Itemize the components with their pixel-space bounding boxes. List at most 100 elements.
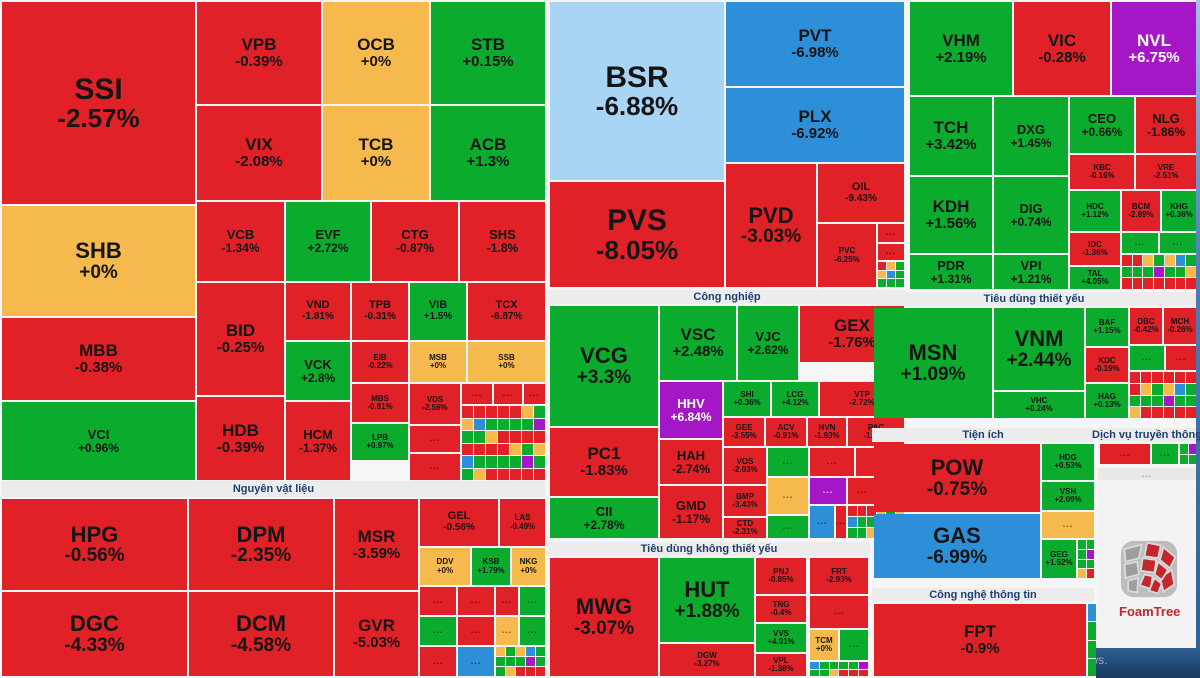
cell-PLX[interactable]: PLX -6.92% — [726, 88, 904, 162]
sector-label-information-technology[interactable]: Công nghệ thông tin — [872, 588, 1094, 602]
cell-KHG[interactable]: KHG +0.36% — [1162, 191, 1196, 231]
cell-more[interactable]: ... — [420, 647, 456, 676]
cell-MBS[interactable]: MBS -0.81% — [352, 384, 408, 422]
cell-VIB[interactable]: VIB +1.5% — [410, 283, 466, 340]
cell-TPB[interactable]: TPB -0.31% — [352, 283, 408, 340]
cell-PVC[interactable]: PVC -6.25% — [818, 224, 876, 287]
cell-more[interactable]: ... — [878, 224, 904, 242]
cell-HAG[interactable]: HAG +0.13% — [1086, 384, 1128, 418]
cell-more[interactable]: ... — [810, 596, 868, 628]
cell-more[interactable]: ... — [848, 478, 876, 504]
cell-EVF[interactable]: EVF +2.72% — [286, 202, 370, 281]
cell-DBC[interactable]: DBC -0.42% — [1130, 308, 1162, 344]
cell-GEL[interactable]: GEL -0.56% — [420, 499, 498, 546]
sector-label-utilities[interactable]: Tiện ích — [872, 428, 1094, 442]
cell-SHI[interactable]: SHI +0.36% — [724, 382, 770, 416]
cell-VPL[interactable]: VPL -1.38% — [756, 654, 806, 676]
cell-HVN[interactable]: HVN -1.93% — [808, 418, 846, 446]
cell-MSR[interactable]: MSR -3.59% — [335, 499, 418, 590]
cell-DXG[interactable]: DXG +1.45% — [994, 97, 1068, 175]
cell-more[interactable]: ... — [768, 516, 808, 538]
cell-VIC[interactable]: VIC -0.28% — [1014, 2, 1110, 95]
cell-OIL[interactable]: OIL -9.43% — [818, 164, 904, 222]
cell-VOS[interactable]: VOS -2.03% — [724, 448, 766, 484]
cell-BSR[interactable]: BSR -6.88% — [550, 2, 724, 180]
cell-MCH[interactable]: MCH -0.26% — [1164, 308, 1196, 344]
cell-GAS[interactable]: GAS -6.99% — [874, 514, 1040, 578]
cell-TNG[interactable]: TNG -0.4% — [756, 596, 806, 622]
cell-HHV[interactable]: HHV +6.84% — [660, 382, 722, 438]
cell-more[interactable]: ... — [458, 617, 494, 645]
cell-more[interactable]: ... — [1166, 346, 1196, 370]
cell-VNM[interactable]: VNM +2.44% — [994, 308, 1084, 390]
cell-TCX[interactable]: TCX -6.87% — [468, 283, 545, 340]
mosaic-cells-consumer-discretionary[interactable] — [810, 662, 868, 676]
cell-VSH[interactable]: VSH +2.09% — [1042, 482, 1094, 510]
foamtree-logo[interactable]: FoamTree — [1119, 540, 1180, 619]
cell-BMP[interactable]: BMP -3.43% — [724, 486, 766, 516]
cell-FPT[interactable]: FPT -0.9% — [874, 604, 1086, 676]
cell-KDH[interactable]: KDH +1.56% — [910, 177, 992, 253]
cell-KDC[interactable]: KDC -0.19% — [1086, 348, 1128, 382]
cell-HAH[interactable]: HAH -2.74% — [660, 440, 722, 484]
cell-VCI[interactable]: VCI +0.96% — [2, 402, 195, 480]
cell-PVT[interactable]: PVT -6.98% — [726, 2, 904, 86]
cell-more[interactable]: ... — [524, 384, 545, 404]
cell-more[interactable]: ... — [1130, 346, 1164, 370]
cell-HDC[interactable]: HDC +1.12% — [1070, 191, 1120, 231]
cell-NVL[interactable]: NVL +6.75% — [1112, 2, 1196, 95]
mosaic-cells-consumer-staples[interactable] — [1130, 372, 1196, 418]
cell-EIB[interactable]: EIB -0.22% — [352, 342, 408, 382]
sector-label-consumer-discretionary[interactable]: Tiêu dùng không thiết yếu — [548, 542, 870, 556]
cell-more[interactable]: ... — [840, 630, 868, 660]
cell-TCM[interactable]: TCM +0% — [810, 630, 838, 660]
cell-STB[interactable]: STB +0.15% — [431, 2, 545, 104]
cell-MSN[interactable]: MSN +1.09% — [874, 308, 992, 418]
cell-VHC[interactable]: VHC +0.24% — [994, 392, 1084, 418]
cell-MBB[interactable]: MBB -0.38% — [2, 318, 195, 400]
cell-more[interactable]: ... — [420, 617, 456, 645]
cell-VVS[interactable]: VVS +4.01% — [756, 624, 806, 652]
mosaic-cells-real-estate[interactable] — [1122, 255, 1196, 289]
cell-MWG[interactable]: MWG -3.07% — [550, 558, 658, 676]
cell-VCK[interactable]: VCK +2.8% — [286, 342, 350, 400]
mosaic-cells-utilities[interactable] — [1078, 540, 1094, 578]
cell-more[interactable]: ... — [810, 448, 854, 476]
cell-PNJ[interactable]: PNJ -0.85% — [756, 558, 806, 594]
cell-PC1[interactable]: PC1 -1.83% — [550, 428, 658, 496]
cell-CTD[interactable]: CTD -2.31% — [724, 518, 766, 538]
cell-DIG[interactable]: DIG +0.74% — [994, 177, 1068, 253]
cell-DPM[interactable]: DPM -2.35% — [189, 499, 333, 590]
mosaic-cells-media[interactable] — [1180, 444, 1196, 464]
cell-LAS[interactable]: LAS -0.49% — [500, 499, 545, 546]
cell-SHB[interactable]: SHB +0% — [2, 206, 195, 316]
cell-GVR[interactable]: GVR -5.03% — [335, 592, 418, 676]
cell-KBC[interactable]: KBC -0.16% — [1070, 155, 1134, 189]
cell-TCB[interactable]: TCB +0% — [323, 106, 429, 200]
cell-VCB[interactable]: VCB -1.34% — [197, 202, 284, 281]
cell-more[interactable]: ... — [496, 617, 518, 645]
sector-label-consumer-staples[interactable]: Tiêu dùng thiết yếu — [872, 292, 1196, 306]
cell-MSB[interactable]: MSB +0% — [410, 342, 466, 382]
cell-more[interactable]: ... — [1152, 444, 1178, 464]
mosaic-cells-financials[interactable] — [462, 406, 545, 480]
cell-BCM[interactable]: BCM -2.89% — [1122, 191, 1160, 231]
cell-SSI[interactable]: SSI -2.57% — [2, 2, 195, 204]
cell-more[interactable]: ... — [458, 587, 494, 615]
cell-more[interactable]: ... — [878, 244, 904, 260]
cell-DGW[interactable]: DGW -3.27% — [660, 644, 754, 676]
cell-more[interactable]: ... — [836, 506, 846, 538]
cell-TAL[interactable]: TAL +4.05% — [1070, 267, 1120, 289]
cell-LPB[interactable]: LPB +0.97% — [352, 424, 408, 460]
cell-VSC[interactable]: VSC +2.48% — [660, 306, 736, 380]
cell-OCB[interactable]: OCB +0% — [323, 2, 429, 104]
cell-GEE[interactable]: GEE -3.55% — [724, 418, 764, 446]
cell-more[interactable]: ... — [1122, 233, 1158, 253]
cell-HUT[interactable]: HUT +1.88% — [660, 558, 754, 642]
cell-VIX[interactable]: VIX -2.08% — [197, 106, 321, 200]
cell-DGC[interactable]: DGC -4.33% — [2, 592, 187, 676]
cell-TCH[interactable]: TCH +3.42% — [910, 97, 992, 175]
cell-HDB[interactable]: HDB -0.39% — [197, 397, 284, 480]
cell-VPB[interactable]: VPB -0.39% — [197, 2, 321, 104]
mosaic-cells-information-technology[interactable] — [1088, 604, 1096, 676]
